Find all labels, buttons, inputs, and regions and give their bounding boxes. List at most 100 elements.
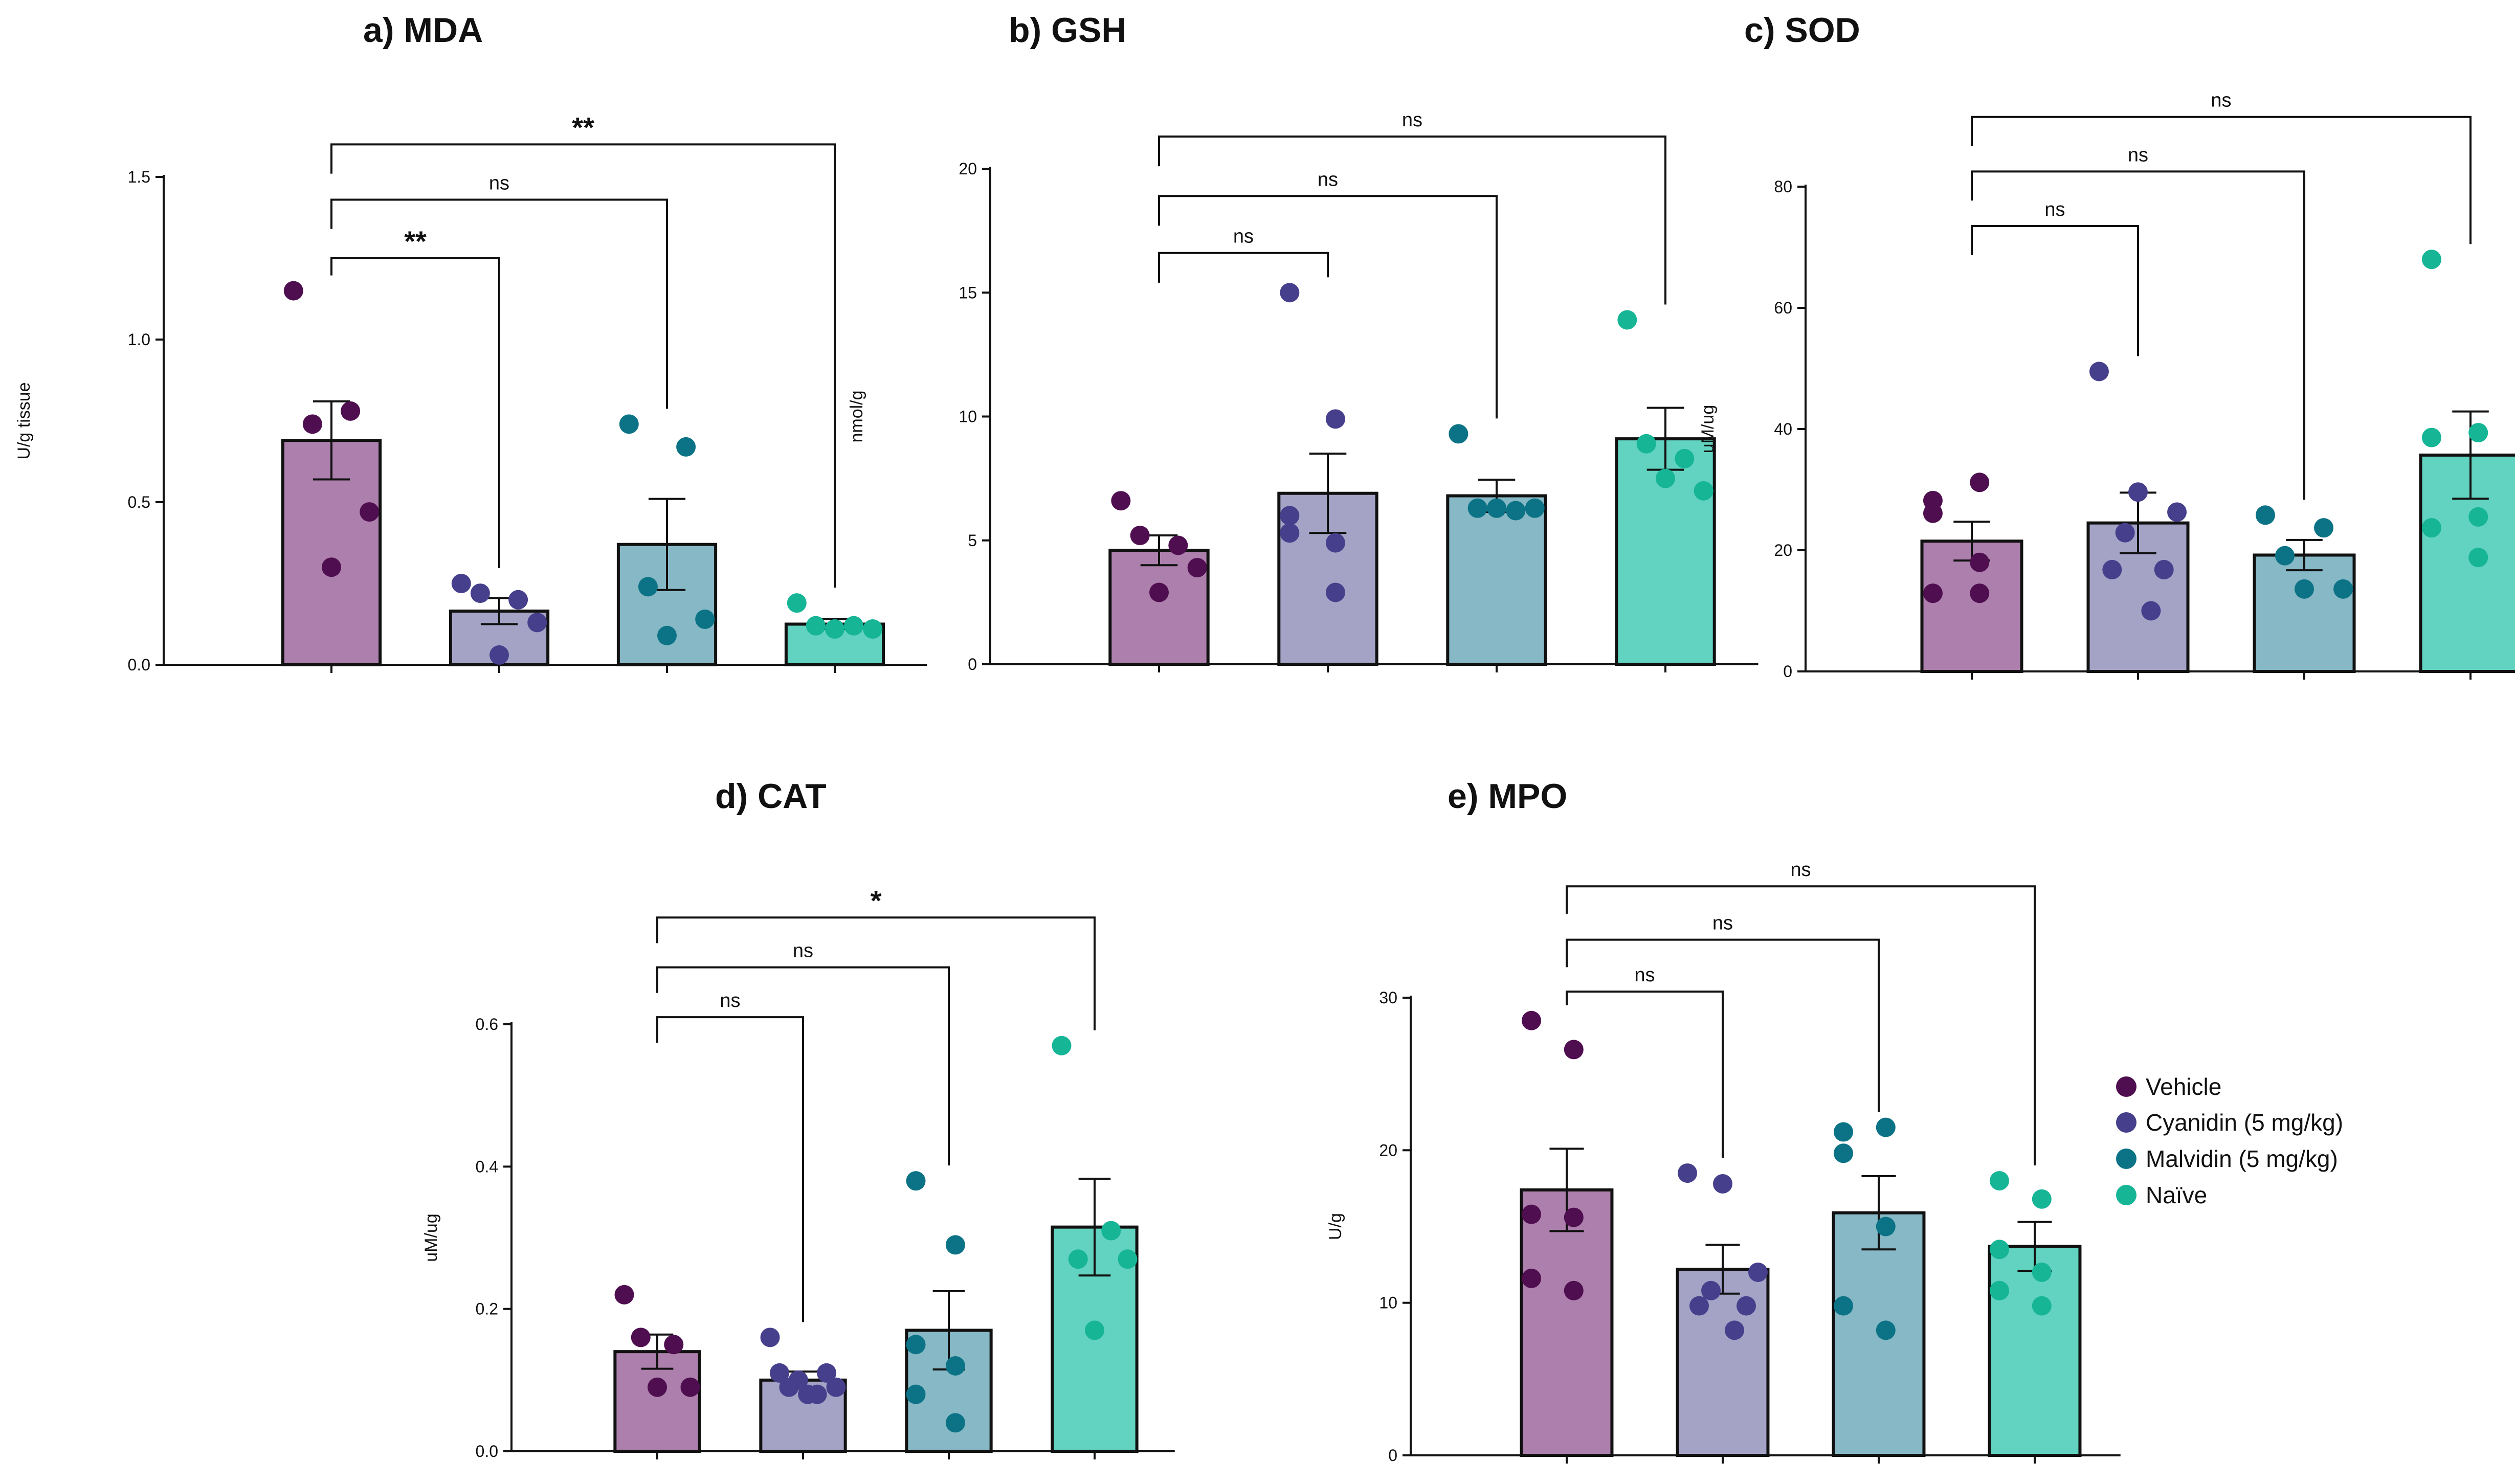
chart4-na-ve-point	[1085, 1320, 1104, 1340]
chart1-cyanidin-5-mg-kg-point	[527, 613, 547, 633]
chart2-comparison-label-2: ns	[1318, 169, 1338, 190]
chart5-cyanidin-5-mg-kg-point	[1713, 1174, 1732, 1194]
chart4-comparison-label-2: ns	[793, 940, 813, 962]
chart3-cyanidin-5-mg-kg-point	[2128, 482, 2148, 502]
chart4-comparison-bracket-2	[656, 966, 950, 1166]
chart1-cyanidin-5-mg-kg-point	[470, 583, 490, 603]
chart1-ylabel: U/g tissue	[14, 382, 34, 459]
chart2-malvidin-5-mg-kg-point	[1467, 498, 1487, 518]
chart4-cyanidin-5-mg-kg-point	[769, 1363, 789, 1383]
chart1-na-ve-point	[844, 616, 864, 636]
chart5-cyanidin-5-mg-kg-point	[1678, 1163, 1698, 1183]
chart5-vehicle-point	[1564, 1207, 1584, 1227]
chart3-cyanidin-5-mg-kg-point	[2154, 559, 2174, 579]
chart2-title: b) GSH	[1009, 11, 1126, 50]
chart3-ytick-label-0: 0	[1783, 662, 1792, 681]
chart5-na-ve-point	[2032, 1189, 2052, 1209]
chart5-comparison-bracket-2	[1566, 938, 1880, 1112]
chart2-malvidin-5-mg-kg-point	[1506, 501, 1526, 521]
legend-item-naive: Naïve	[2116, 1182, 2207, 1208]
chart3-ytick-label-3: 60	[1774, 299, 1792, 317]
chart1-cyanidin-5-mg-kg-point	[451, 574, 471, 593]
chart1-vehicle-point	[322, 557, 341, 577]
chart2-ytick-label-0: 0	[968, 655, 977, 673]
chart4-cyanidin-5-mg-kg-point	[817, 1363, 837, 1383]
chart1-na-ve-point	[787, 593, 807, 613]
chart1-ytick-label-1: 0.5	[128, 493, 150, 511]
chart2-cyanidin-5-mg-kg-point	[1325, 409, 1345, 429]
chart2-ytick-label-3: 15	[959, 283, 977, 302]
chart2-cyanidin-5-mg-kg-point	[1325, 533, 1345, 553]
chart1-vehicle-point	[360, 502, 380, 522]
chart4-vehicle-point	[664, 1335, 684, 1355]
chart2-cyanidin-5-mg-kg-point	[1280, 283, 1300, 303]
chart5-comparison-label-1: ns	[1634, 964, 1655, 986]
chart3-cyanidin-5-mg-kg-point	[2141, 601, 2161, 621]
chart3-ytick-label-4: 80	[1774, 177, 1792, 196]
chart4-cyanidin-5-mg-kg-point	[807, 1384, 827, 1404]
chart3-panel: c) SOD uM/ug 0 20 40 60 80 ns ns ns	[1698, 11, 2515, 681]
chart3-comparison-label-3: ns	[2211, 90, 2231, 111]
chart4-vehicle-point	[680, 1377, 700, 1397]
chart5-cyanidin-5-mg-kg-point	[1701, 1280, 1721, 1300]
chart1-ytick-label-2: 1.0	[128, 330, 150, 349]
chart4-cyanidin-5-mg-kg-point	[826, 1377, 846, 1397]
chart1-cyanidin-5-mg-kg-point	[489, 645, 509, 665]
chart3-vehicle-point	[1970, 583, 1990, 603]
chart5-comparison-bracket-1	[1566, 991, 1724, 1158]
chart4-na-ve-point	[1052, 1036, 1072, 1055]
chart1-comparison-label-2: ns	[489, 173, 509, 194]
chart5-malvidin-5-mg-kg-point	[1876, 1117, 1896, 1137]
chart1-panel: a) MDA U/g tissue 0.0 0.5 1.0 1.5 ** ns **	[14, 11, 927, 674]
chart3-malvidin-5-mg-kg-point	[2314, 518, 2334, 538]
chart5-malvidin-5-mg-kg-point	[1876, 1320, 1896, 1340]
chart3-vehicle-point	[1970, 552, 1990, 572]
chart1-vehicle-point	[341, 401, 361, 421]
chart2-ytick-label-4: 20	[959, 160, 977, 178]
chart1-comparison-label-3: **	[572, 111, 594, 143]
chart4-ylabel: uM/ug	[421, 1213, 441, 1262]
chart4-vehicle-point	[614, 1285, 634, 1305]
chart5-vehicle-point	[1564, 1040, 1584, 1060]
chart1-malvidin-5-mg-kg-point	[619, 414, 639, 434]
chart-panels: a) MDA U/g tissue 0.0 0.5 1.0 1.5 ** ns ** b) GSH…	[14, 11, 2515, 1465]
chart2-comparison-bracket-3	[1158, 136, 1666, 305]
chart3-na-ve-point	[2468, 423, 2488, 443]
chart3-na-ve-bar	[2419, 453, 2515, 673]
chart4-comparison-bracket-3	[656, 916, 1096, 1030]
chart3-ylabel: uM/ug	[1698, 405, 1718, 454]
chart5-ylabel: U/g	[1326, 1213, 1345, 1240]
chart2-na-ve-point	[1675, 448, 1695, 468]
chart2-comparison-bracket-1	[1158, 252, 1329, 283]
chart2-ytick-label-2: 10	[959, 408, 977, 426]
legend: Vehicle Cyanidin (5 mg/kg) Malvidin (5 m…	[2116, 1073, 2343, 1208]
chart3-na-ve-point	[2421, 518, 2441, 538]
legend-label-vehicle: Vehicle	[2146, 1073, 2221, 1100]
chart4-vehicle-point	[648, 1377, 667, 1397]
chart2-comparison-bracket-2	[1158, 195, 1498, 419]
chart4-malvidin-5-mg-kg-point	[945, 1413, 965, 1433]
chart5-malvidin-5-mg-kg-point	[1834, 1296, 1854, 1316]
chart3-na-ve-point	[2421, 250, 2441, 269]
chart5-vehicle-point	[1522, 1268, 1542, 1288]
chart2-malvidin-5-mg-kg-bar	[1446, 494, 1547, 666]
chart1-comparison-label-1: **	[404, 225, 427, 257]
chart5-panel: e) MPO U/g 0 10 20 30 ns ns ns	[1326, 777, 2121, 1465]
chart5-comparison-bracket-3	[1566, 885, 2036, 1165]
chart5-malvidin-5-mg-kg-point	[1876, 1217, 1896, 1236]
chart3-malvidin-5-mg-kg-point	[2275, 546, 2295, 566]
chart5-vehicle-point	[1522, 1204, 1542, 1224]
chart3-comparison-bracket-2	[1971, 170, 2305, 500]
chart5-comparison-label-3: ns	[1790, 859, 1811, 881]
chart1-na-ve-point	[806, 616, 826, 636]
chart1-comparison-bracket-1	[330, 257, 500, 568]
chart3-cyanidin-5-mg-kg-point	[2089, 362, 2109, 381]
legend-label-naive: Naïve	[2146, 1182, 2207, 1208]
chart1-na-ve-point	[825, 619, 844, 639]
chart2-cyanidin-5-mg-kg-point	[1280, 506, 1300, 526]
chart4-comparison-bracket-1	[656, 1016, 804, 1322]
chart2-na-ve-point	[1617, 310, 1637, 330]
chart5-vehicle-point	[1564, 1280, 1584, 1300]
chart5-na-ve-point	[1990, 1171, 2010, 1190]
